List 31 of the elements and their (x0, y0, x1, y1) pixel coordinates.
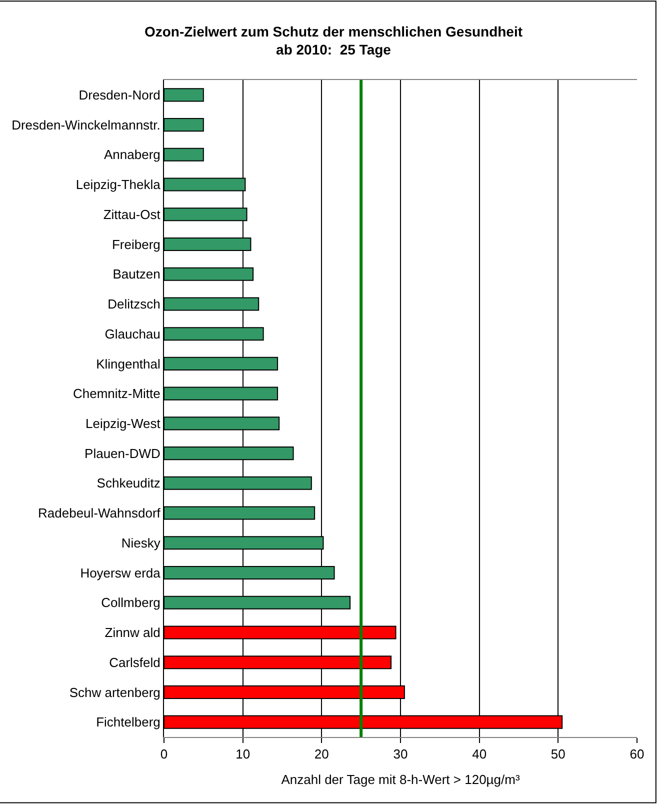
y-tick-label: Schw artenberg (69, 684, 160, 700)
x-tick-label: 60 (630, 746, 644, 762)
y-tick-label: Niesky (121, 535, 161, 550)
y-tick-label: Leipzig-Thekla (76, 177, 162, 192)
x-tick-label: 10 (236, 746, 250, 762)
y-tick-label: Bautzen (112, 266, 160, 282)
y-tick-label: Freiberg (112, 236, 160, 252)
y-tick-label: Annaberg (104, 147, 160, 162)
y-tick-label: Radebeul-Wahnsdorf (38, 506, 161, 521)
x-tick-label: 30 (393, 746, 408, 762)
y-tick-label: Glauchau (104, 326, 160, 342)
y-tick-label: Zinnw ald (104, 625, 160, 640)
x-tick-label: 0 (160, 746, 168, 762)
x-tick-label: 50 (550, 746, 566, 762)
y-tick-label: Hoyersw erda (80, 565, 162, 580)
y-tick-label: Zittau-Ost (103, 206, 161, 222)
y-tick-label: Collmberg (101, 595, 160, 610)
chart-title: Ozon-Zielwert zum Schutz der menschlichen Gesundheit ab 2010: 25 Tage (144, 23, 523, 58)
y-tick-label: Chemnitz-Mitte (72, 386, 160, 402)
y-tick-label: Dresden-Nord (78, 87, 160, 102)
y-tick-label: Delitzsch (108, 296, 160, 312)
y-tick-label: Dresden-Winckelmannstr. (12, 117, 160, 132)
y-tick-label: Klingenthal (96, 356, 161, 372)
x-tick-label: 20 (314, 746, 329, 762)
y-tick-label: Leipzig-West (85, 416, 161, 431)
x-tick-label: 40 (472, 746, 487, 762)
y-tick-label: Schkeuditz (96, 476, 160, 491)
y-tick-label: Plauen-DWD (84, 446, 160, 461)
y-tick-label: Carlsfeld (109, 654, 160, 670)
x-axis-title: Anzahl der Tage mit 8-h-Wert > 120µg/m³ (281, 772, 520, 788)
y-tick-label: Fichtelberg (96, 714, 160, 730)
